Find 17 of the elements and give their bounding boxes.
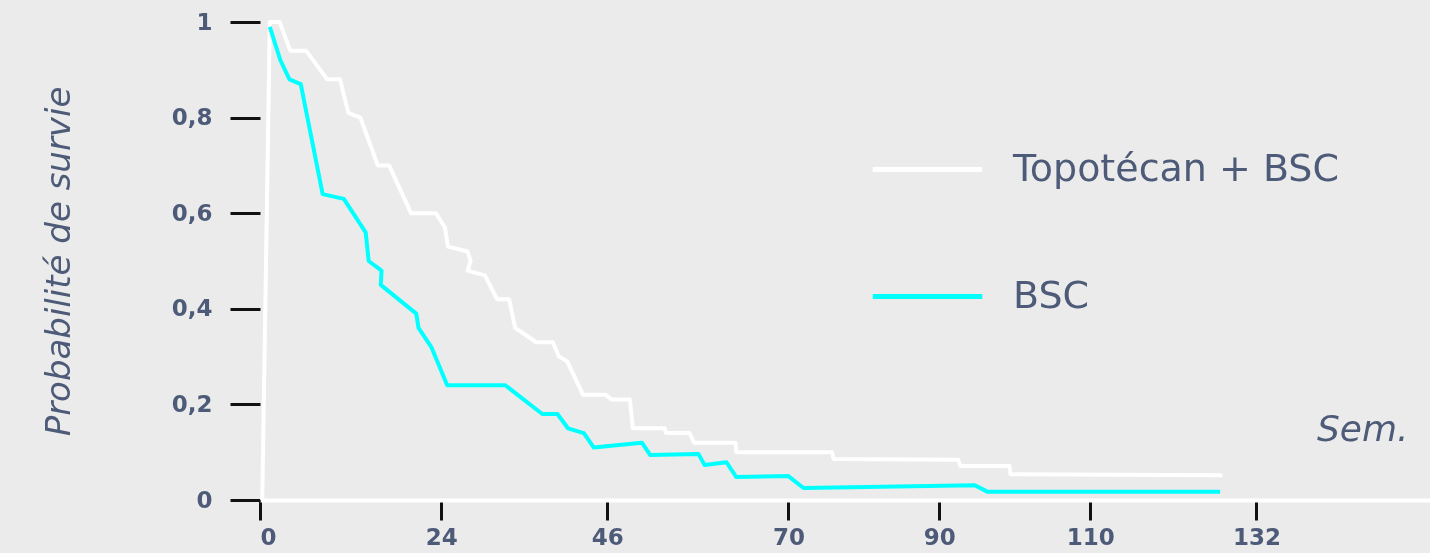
x-tick-label: 132: [1232, 523, 1281, 550]
x-axis-title: Sem.: [1316, 407, 1409, 449]
y-tick-label: 0: [196, 486, 213, 513]
y-tick-label: 0,4: [171, 295, 213, 322]
y-tick-label: 0,8: [171, 104, 213, 131]
x-tick-label: 46: [591, 523, 624, 550]
y-axis-title: Probabilité de survie: [37, 86, 78, 437]
x-tick-label: 90: [923, 523, 956, 550]
x-tick-label: 0: [260, 523, 277, 550]
y-tick-label: 0,6: [171, 199, 213, 226]
y-tick-label: 0,2: [171, 390, 213, 417]
legend-label: BSC: [1013, 272, 1090, 317]
x-tick-label: 110: [1066, 523, 1115, 550]
legend-label: Topotécan + BSC: [1012, 145, 1339, 190]
x-tick-label: 70: [772, 523, 805, 550]
y-tick-label: 1: [196, 8, 213, 35]
x-tick-label: 24: [425, 523, 458, 550]
